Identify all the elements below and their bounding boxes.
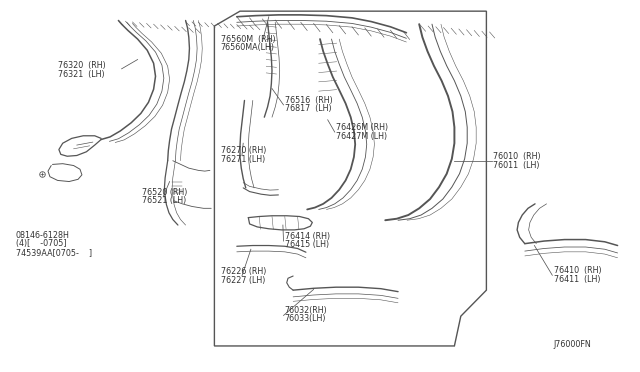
Text: 76560MA(LH): 76560MA(LH)	[221, 43, 275, 52]
Text: 74539AA[0705-    ]: 74539AA[0705- ]	[16, 248, 92, 257]
Text: 76560M  (RH): 76560M (RH)	[221, 35, 275, 44]
Text: 76414 (RH): 76414 (RH)	[285, 232, 330, 241]
Text: 76011  (LH): 76011 (LH)	[493, 161, 540, 170]
Text: 76033(LH): 76033(LH)	[285, 314, 326, 323]
Text: 76520 (RH): 76520 (RH)	[142, 188, 188, 197]
Text: 76010  (RH): 76010 (RH)	[493, 153, 540, 161]
Text: 76516  (RH): 76516 (RH)	[285, 96, 333, 105]
Text: J76000FN: J76000FN	[554, 340, 591, 349]
Text: 08146-6128H: 08146-6128H	[16, 231, 70, 240]
Text: 76320  (RH): 76320 (RH)	[58, 61, 106, 70]
Text: (4)[    -0705]: (4)[ -0705]	[16, 239, 67, 248]
Text: 76427M (LH): 76427M (LH)	[336, 132, 387, 141]
Text: 76032(RH): 76032(RH)	[285, 306, 328, 315]
Text: 76227 (LH): 76227 (LH)	[221, 276, 266, 285]
Text: 76271 (LH): 76271 (LH)	[221, 155, 266, 164]
Text: 76817  (LH): 76817 (LH)	[285, 105, 332, 113]
Text: 76521 (LH): 76521 (LH)	[142, 196, 186, 205]
Text: 76411  (LH): 76411 (LH)	[554, 275, 600, 284]
Text: 76226 (RH): 76226 (RH)	[221, 267, 267, 276]
Text: 76321  (LH): 76321 (LH)	[58, 70, 104, 79]
Text: 76415 (LH): 76415 (LH)	[285, 240, 329, 249]
Text: 76410  (RH): 76410 (RH)	[554, 266, 601, 275]
Text: 76270 (RH): 76270 (RH)	[221, 146, 267, 155]
Text: 76426M (RH): 76426M (RH)	[336, 123, 388, 132]
